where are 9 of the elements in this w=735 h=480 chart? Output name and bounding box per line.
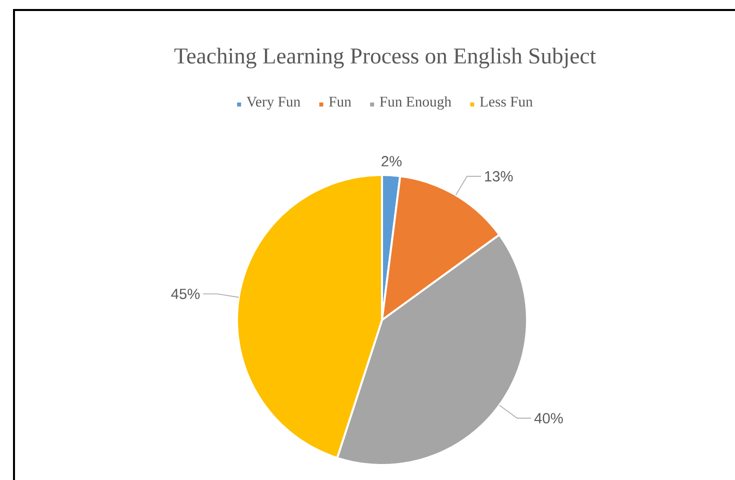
legend-label: Less Fun bbox=[480, 96, 533, 107]
legend-label: Fun Enough bbox=[380, 96, 452, 110]
legend-label: Fun bbox=[329, 96, 352, 107]
data-label: 45% bbox=[171, 288, 200, 300]
data-label: 13% bbox=[485, 171, 513, 182]
data-label: 2% bbox=[382, 156, 402, 166]
data-label: 40% bbox=[534, 413, 563, 424]
chart-title: Teaching Learning Process on English Subject bbox=[174, 48, 596, 68]
legend-label: Very Fun bbox=[246, 96, 300, 110]
